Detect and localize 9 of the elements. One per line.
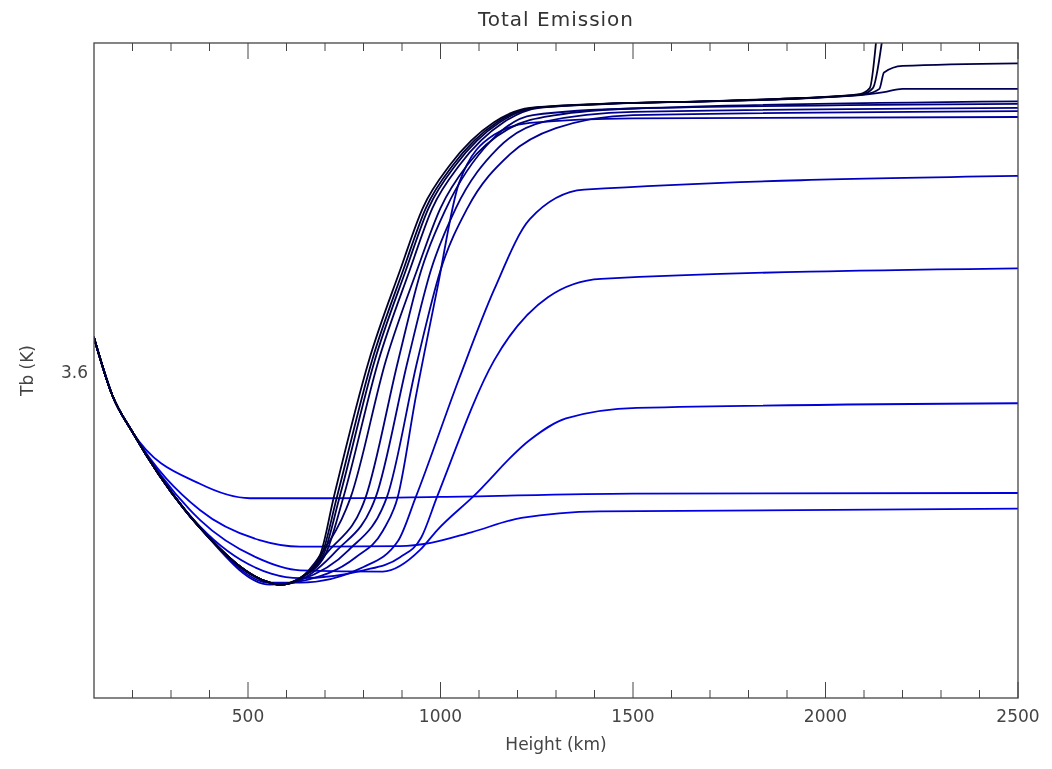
x-tick-label: 500 bbox=[231, 706, 265, 726]
x-tick-label: 1500 bbox=[611, 706, 655, 726]
x-tick-label: 1000 bbox=[418, 706, 463, 726]
x-axis-title: Height (km) bbox=[505, 734, 607, 754]
chart-title: Total Emission bbox=[476, 7, 635, 31]
x-tick-label: 2000 bbox=[803, 706, 848, 726]
text: 3.6 bbox=[60, 362, 88, 382]
x-tick-label: 2500 bbox=[996, 706, 1040, 726]
y-axis-title: Tb (K) bbox=[17, 345, 37, 397]
